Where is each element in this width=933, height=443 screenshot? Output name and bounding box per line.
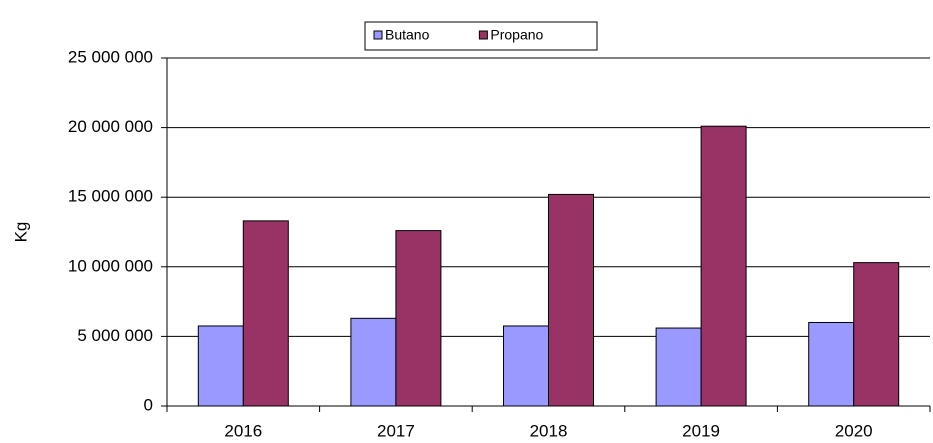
bar bbox=[350, 317, 397, 407]
y-tick-label: 5 000 000 bbox=[77, 326, 153, 345]
bar bbox=[853, 262, 900, 407]
bar bbox=[395, 230, 442, 407]
bar bbox=[242, 220, 289, 407]
x-tick-label: 2016 bbox=[224, 421, 262, 440]
y-tick-label: 0 bbox=[144, 395, 153, 414]
bar bbox=[700, 125, 747, 407]
y-tick-label: 25 000 000 bbox=[68, 47, 153, 66]
y-tick-label: 15 000 000 bbox=[68, 187, 153, 206]
bar bbox=[655, 327, 702, 407]
x-tick-label: 2017 bbox=[377, 421, 415, 440]
legend-swatch bbox=[478, 30, 488, 40]
y-tick-label: 20 000 000 bbox=[68, 117, 153, 136]
bar bbox=[503, 325, 549, 407]
x-tick-label: 2018 bbox=[530, 421, 568, 440]
x-tick-label: 2019 bbox=[682, 421, 720, 440]
y-tick-label: 10 000 000 bbox=[68, 256, 153, 275]
bar bbox=[808, 321, 855, 407]
bar bbox=[548, 193, 594, 407]
bar bbox=[197, 325, 244, 407]
legend-swatch bbox=[373, 30, 383, 40]
x-tick-label: 2020 bbox=[835, 421, 873, 440]
legend-label: Butano bbox=[385, 27, 430, 43]
y-axis-label: Kg bbox=[11, 222, 30, 243]
legend-label: Propano bbox=[490, 27, 543, 43]
